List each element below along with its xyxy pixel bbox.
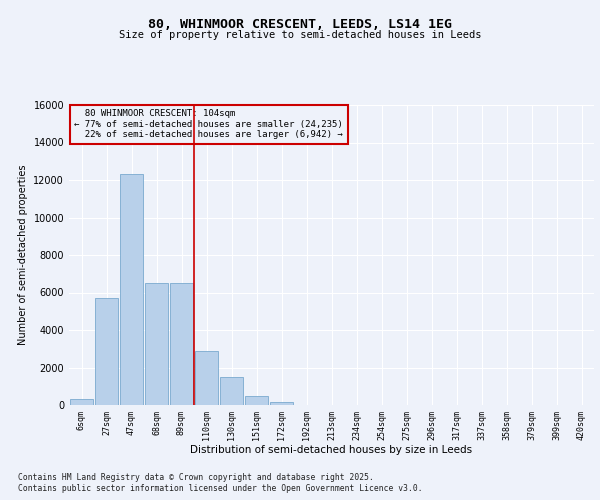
Bar — [120, 174, 143, 405]
Text: Contains public sector information licensed under the Open Government Licence v3: Contains public sector information licen… — [18, 484, 422, 493]
Text: Size of property relative to semi-detached houses in Leeds: Size of property relative to semi-detach… — [119, 30, 481, 40]
Bar — [170, 283, 193, 405]
Bar — [220, 377, 243, 405]
Text: 80, WHINMOOR CRESCENT, LEEDS, LS14 1EG: 80, WHINMOOR CRESCENT, LEEDS, LS14 1EG — [148, 18, 452, 30]
Bar — [70, 400, 93, 405]
Y-axis label: Number of semi-detached properties: Number of semi-detached properties — [18, 165, 28, 345]
Bar — [270, 402, 293, 405]
Text: 80 WHINMOOR CRESCENT: 104sqm
← 77% of semi-detached houses are smaller (24,235)
: 80 WHINMOOR CRESCENT: 104sqm ← 77% of se… — [74, 110, 343, 140]
Bar — [95, 298, 118, 405]
Bar — [145, 283, 168, 405]
Bar — [195, 350, 218, 405]
Bar — [245, 396, 268, 405]
Text: Contains HM Land Registry data © Crown copyright and database right 2025.: Contains HM Land Registry data © Crown c… — [18, 472, 374, 482]
X-axis label: Distribution of semi-detached houses by size in Leeds: Distribution of semi-detached houses by … — [190, 446, 473, 456]
